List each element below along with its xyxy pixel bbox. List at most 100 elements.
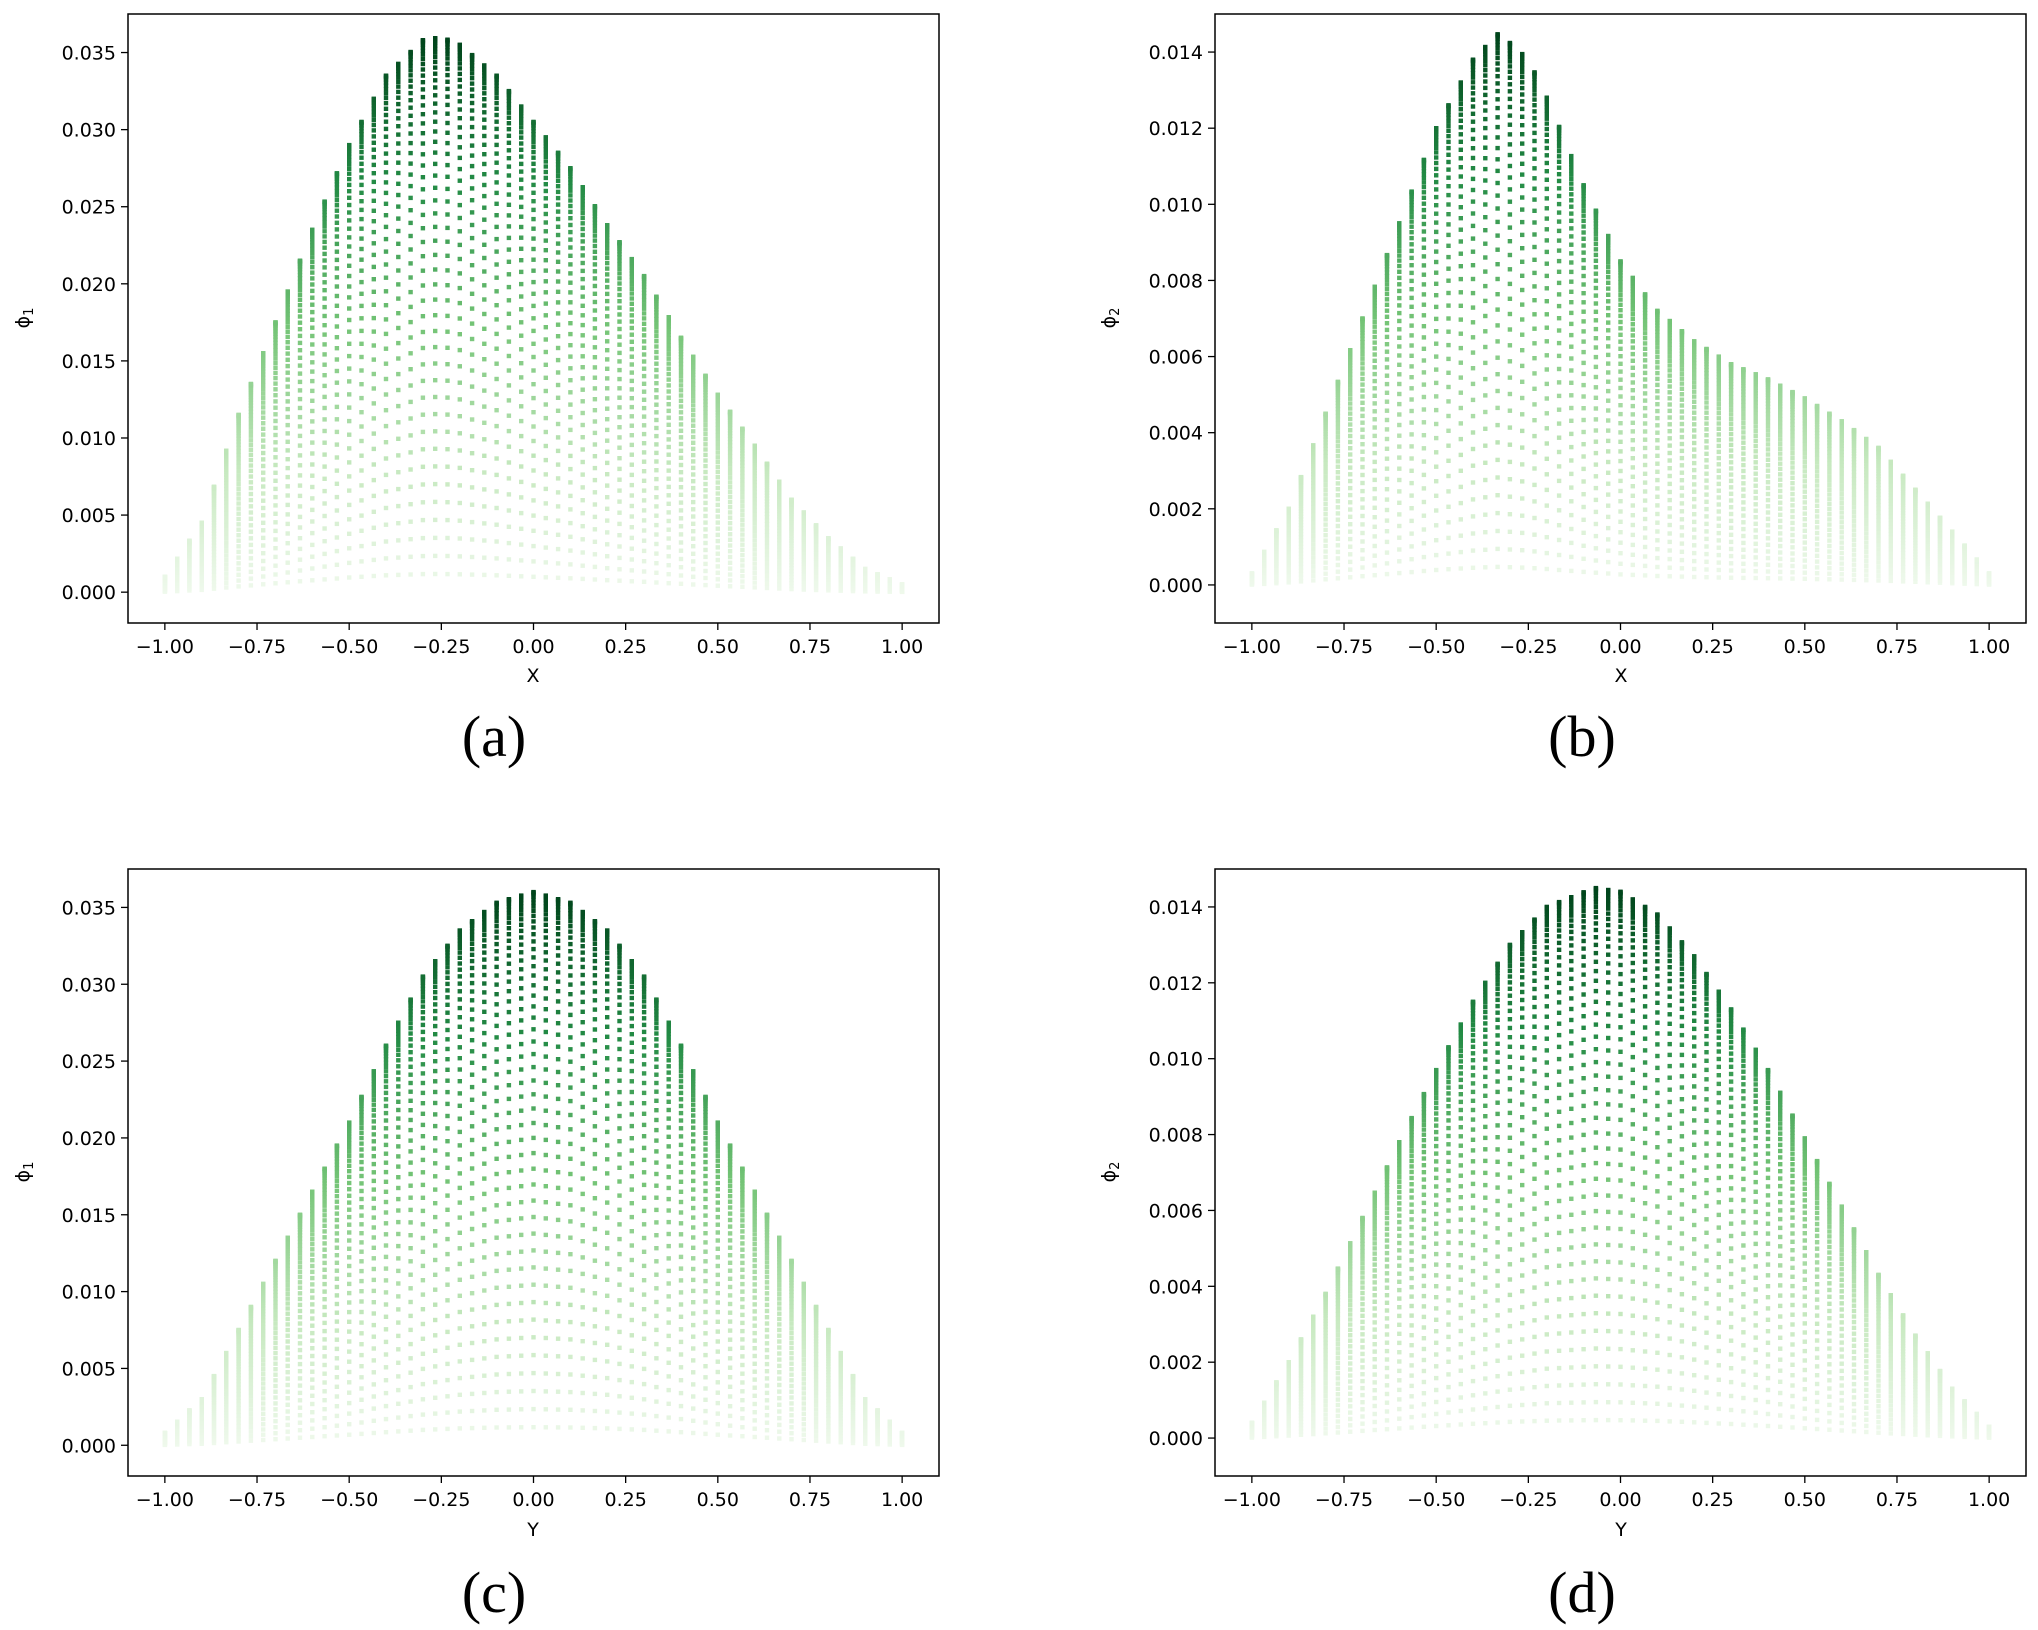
scatter-point-b xyxy=(1581,569,1586,575)
scatter-point-b xyxy=(1753,403,1758,409)
scatter-point-b xyxy=(1532,186,1537,191)
scatter-point-a xyxy=(297,414,303,420)
scatter-point-a xyxy=(654,580,659,585)
scatter-point-a xyxy=(580,410,585,416)
scatter-point-b xyxy=(1298,572,1304,577)
scatter-point-a xyxy=(789,541,794,546)
scatter-point-b xyxy=(1556,353,1562,359)
scatter-point-a xyxy=(310,342,315,347)
scatter-point-a xyxy=(396,71,401,77)
scatter-point-a xyxy=(752,476,757,482)
scatter-point-b xyxy=(1470,199,1476,204)
scatter-point-a xyxy=(261,505,266,511)
scatter-point-a xyxy=(727,480,733,485)
scatter-point-b xyxy=(1642,489,1648,494)
scatter-point-a xyxy=(445,186,450,192)
scatter-point-b xyxy=(1692,375,1697,381)
scatter-point-a xyxy=(899,582,905,587)
scatter-point-b xyxy=(1348,458,1353,464)
scatter-point-b xyxy=(1409,202,1414,208)
scatter-point-a xyxy=(605,278,610,283)
scatter-point-b xyxy=(1421,382,1427,387)
scatter-point-a xyxy=(211,523,217,528)
scatter-point-b xyxy=(1507,40,1513,46)
scatter-point-b xyxy=(1556,144,1562,149)
scatter-point-a xyxy=(347,379,352,384)
scatter-point-b xyxy=(1520,379,1525,384)
scatter-point-a xyxy=(347,366,352,371)
scatter-point-a xyxy=(580,399,585,404)
scatter-point-a xyxy=(408,90,413,96)
scatter-point-a xyxy=(408,289,413,295)
scatter-point-b xyxy=(1704,499,1709,504)
scatter-point-b xyxy=(1434,194,1439,200)
scatter-point-b xyxy=(1520,246,1525,251)
scatter-point-a xyxy=(371,198,376,203)
scatter-point-b xyxy=(1630,562,1635,568)
scatter-point-a xyxy=(285,502,290,508)
scatter-point-b xyxy=(1618,297,1623,302)
scatter-point-a xyxy=(322,296,327,301)
scatter-point-a xyxy=(531,119,536,125)
scatter-point-b xyxy=(1446,222,1451,227)
scatter-point-b xyxy=(1544,566,1549,572)
scatter-point-b xyxy=(1667,556,1672,562)
y-tick-label-a: 0.015 xyxy=(62,351,116,373)
scatter-point-a xyxy=(752,463,757,468)
scatter-point-b xyxy=(1581,190,1586,196)
scatter-point-a xyxy=(752,561,757,566)
scatter-point-a xyxy=(543,188,548,194)
scatter-point-b xyxy=(1335,439,1341,444)
scatter-point-b xyxy=(1630,380,1635,385)
scatter-point-a xyxy=(494,275,499,280)
scatter-point-b xyxy=(1298,504,1304,509)
scatter-point-a xyxy=(740,537,745,542)
scatter-point-b xyxy=(1544,238,1549,243)
scatter-point-a xyxy=(678,393,684,398)
scatter-point-a xyxy=(580,260,585,266)
scatter-point-a xyxy=(408,172,413,177)
scatter-point-a xyxy=(666,326,671,332)
scatter-point-a xyxy=(297,308,303,313)
scatter-point-a xyxy=(408,233,413,239)
scatter-point-b xyxy=(1384,286,1390,292)
scatter-point-a xyxy=(691,403,696,408)
scatter-point-a xyxy=(727,484,733,490)
scatter-point-b xyxy=(1716,575,1721,580)
scatter-point-b xyxy=(1470,565,1476,570)
scatter-point-a xyxy=(445,500,450,505)
scatter-point-a xyxy=(236,572,241,577)
scatter-point-a xyxy=(310,360,315,365)
scatter-point-a xyxy=(224,519,229,524)
scatter-point-a xyxy=(359,543,364,549)
scatter-point-b xyxy=(1679,557,1685,563)
scatter-point-a xyxy=(555,334,561,339)
scatter-point-a xyxy=(494,331,499,337)
scatter-point-b xyxy=(1667,408,1672,414)
scatter-point-a xyxy=(641,287,647,292)
scatter-point-b xyxy=(1704,514,1709,519)
scatter-point-a xyxy=(715,413,720,418)
scatter-point-b xyxy=(1458,97,1463,102)
scatter-point-b xyxy=(1421,420,1427,425)
scatter-point-a xyxy=(678,365,684,370)
scatter-point-b xyxy=(1692,404,1697,410)
scatter-point-b xyxy=(1741,403,1746,408)
scatter-point-b xyxy=(1581,236,1586,241)
scatter-point-b xyxy=(1335,569,1341,574)
scatter-point-a xyxy=(506,540,512,546)
scatter-point-a xyxy=(666,510,671,515)
scatter-point-a xyxy=(605,376,610,381)
scatter-point-b xyxy=(1434,155,1439,160)
scatter-point-a xyxy=(248,583,254,588)
scatter-point-b xyxy=(1704,551,1709,557)
scatter-point-b xyxy=(1581,394,1586,399)
scatter-point-b xyxy=(1311,443,1316,448)
scatter-point-a xyxy=(285,299,290,304)
scatter-point-b xyxy=(1716,468,1721,473)
scatter-point-b xyxy=(1458,87,1463,92)
scatter-point-a xyxy=(334,275,340,280)
scatter-point-b xyxy=(1741,493,1746,499)
scatter-point-a xyxy=(494,376,499,382)
scatter-point-a xyxy=(322,488,327,494)
